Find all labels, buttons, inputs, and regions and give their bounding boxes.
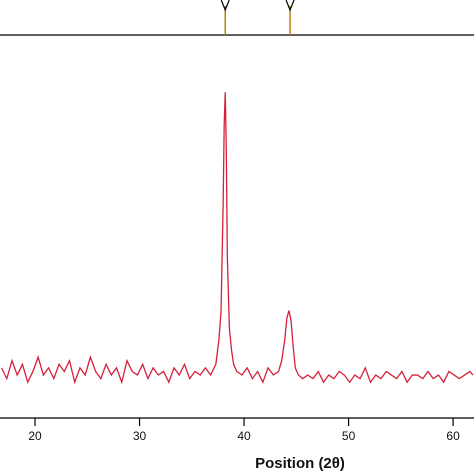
data-line bbox=[0, 92, 474, 385]
x-tick-label: 60 bbox=[446, 429, 460, 443]
x-tick-label: 40 bbox=[237, 429, 251, 443]
x-tick-label: 20 bbox=[28, 429, 42, 443]
reference-marker bbox=[285, 0, 295, 12]
reference-marker bbox=[220, 0, 230, 12]
x-axis-title: Position (2θ) bbox=[255, 455, 345, 472]
x-tick-label: 30 bbox=[133, 429, 147, 443]
x-tick-label: 50 bbox=[342, 429, 356, 443]
